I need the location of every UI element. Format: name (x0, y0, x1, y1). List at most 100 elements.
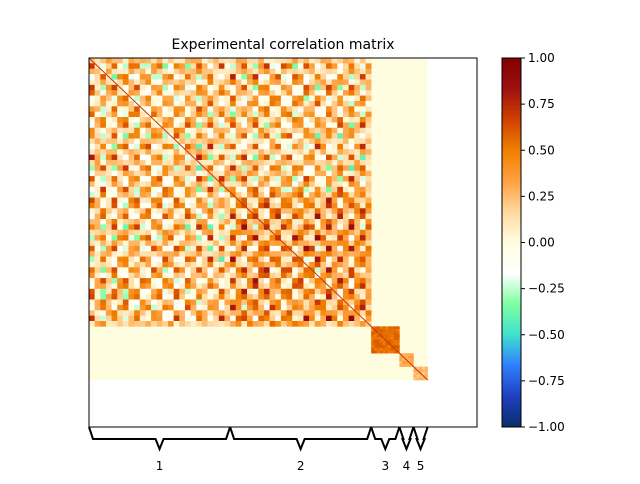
heatmap-cell (184, 251, 191, 257)
heatmap-cell (376, 329, 380, 333)
heatmap-cell (111, 159, 118, 166)
heatmap-cell (134, 310, 141, 316)
heatmap-cell (241, 321, 248, 327)
heatmap-cell (331, 321, 338, 327)
heatmap-cell (213, 304, 220, 311)
heatmap-cell (111, 63, 118, 70)
heatmap-cell (385, 331, 389, 335)
chart-title: Experimental correlation matrix (171, 37, 394, 53)
heatmap-cell (382, 329, 386, 333)
heatmap-cell (190, 213, 197, 220)
heatmap-cell (309, 186, 316, 193)
heatmap-cell (275, 186, 282, 193)
heatmap-cell (280, 321, 287, 327)
heatmap-cell (331, 278, 338, 284)
heatmap-cell (168, 122, 174, 129)
heatmap-cell (388, 347, 392, 351)
heatmap-cell (207, 127, 214, 134)
heatmap-cell (190, 235, 197, 241)
heatmap-cell (151, 235, 158, 241)
heatmap-cell (201, 315, 208, 322)
heatmap-cell (162, 58, 169, 64)
heatmap-cell (241, 106, 248, 112)
heatmap-cell (117, 240, 124, 247)
heatmap-cell (399, 363, 403, 367)
heatmap-cell (213, 90, 220, 96)
heatmap-cell (117, 170, 124, 177)
heatmap-cell (269, 304, 276, 311)
heatmap-cell (224, 68, 231, 75)
heatmap-cell (128, 288, 135, 295)
heatmap-cell (224, 197, 231, 204)
heatmap-cell (168, 235, 174, 241)
heatmap-cell (331, 202, 338, 209)
heatmap-cell (235, 235, 242, 241)
heatmap-cell (179, 165, 186, 172)
heatmap-cell (303, 192, 310, 198)
heatmap-cell (156, 111, 163, 118)
heatmap-cell (218, 315, 225, 322)
heatmap-cell (280, 63, 287, 70)
heatmap-cell (111, 143, 118, 150)
heatmap-cell (173, 256, 180, 263)
heatmap-cell (207, 165, 214, 172)
heatmap-cell (390, 334, 395, 338)
heatmap-cell (365, 299, 372, 306)
heatmap-cell (105, 90, 112, 96)
heatmap-cell (393, 326, 397, 330)
heatmap-cell (399, 355, 403, 359)
heatmap-cell (280, 95, 287, 102)
heatmap-cell (247, 84, 253, 91)
heatmap-cell (162, 90, 169, 96)
heatmap-cell (196, 84, 203, 91)
heatmap-cell (218, 68, 225, 75)
heatmap-cell (320, 256, 327, 263)
heatmap-cell (337, 106, 344, 112)
heatmap-cell (303, 165, 310, 172)
heatmap-cell (241, 138, 248, 145)
heatmap-cell (151, 79, 158, 86)
heatmap-cell (309, 202, 316, 209)
heatmap-cell (320, 84, 327, 91)
heatmap-cell (145, 213, 152, 220)
heatmap-cell (247, 138, 253, 145)
heatmap-cell (235, 122, 242, 129)
heatmap-cell (218, 213, 225, 220)
heatmap-cell (134, 117, 141, 123)
heatmap-cell (190, 224, 197, 231)
heatmap-cell (263, 197, 270, 204)
heatmap-cell (359, 240, 366, 247)
heatmap-cell (292, 143, 299, 150)
heatmap-cell (297, 138, 304, 145)
heatmap-cell (421, 369, 426, 373)
heatmap-cell (128, 122, 135, 129)
heatmap-cell (145, 299, 152, 306)
heatmap-cell (230, 229, 237, 236)
heatmap-cell (297, 197, 304, 204)
heatmap-cell (252, 154, 259, 161)
heatmap-cell (348, 235, 355, 241)
heatmap-cell (201, 186, 208, 193)
heatmap-cell (342, 133, 349, 139)
heatmap-cell (269, 224, 276, 231)
heatmap-cell (190, 90, 197, 96)
heatmap-cell (342, 272, 349, 279)
heatmap-cell (247, 122, 253, 129)
heatmap-cell (280, 219, 287, 225)
heatmap-cell (100, 251, 107, 257)
heatmap-cell (393, 350, 397, 354)
heatmap-cell (337, 149, 344, 155)
heatmap-cell (213, 213, 220, 220)
heatmap-cell (247, 143, 253, 150)
heatmap-cell (348, 272, 355, 279)
heatmap-cell (258, 299, 265, 306)
heatmap-cell (348, 310, 355, 316)
heatmap-cell (134, 197, 141, 204)
heatmap-cell (292, 261, 299, 268)
heatmap-cell (179, 240, 186, 247)
heatmap-cell (128, 58, 135, 64)
heatmap-cell (269, 278, 276, 284)
heatmap-cell (201, 283, 208, 290)
heatmap-cell (252, 272, 259, 279)
heatmap-cell (247, 267, 253, 273)
